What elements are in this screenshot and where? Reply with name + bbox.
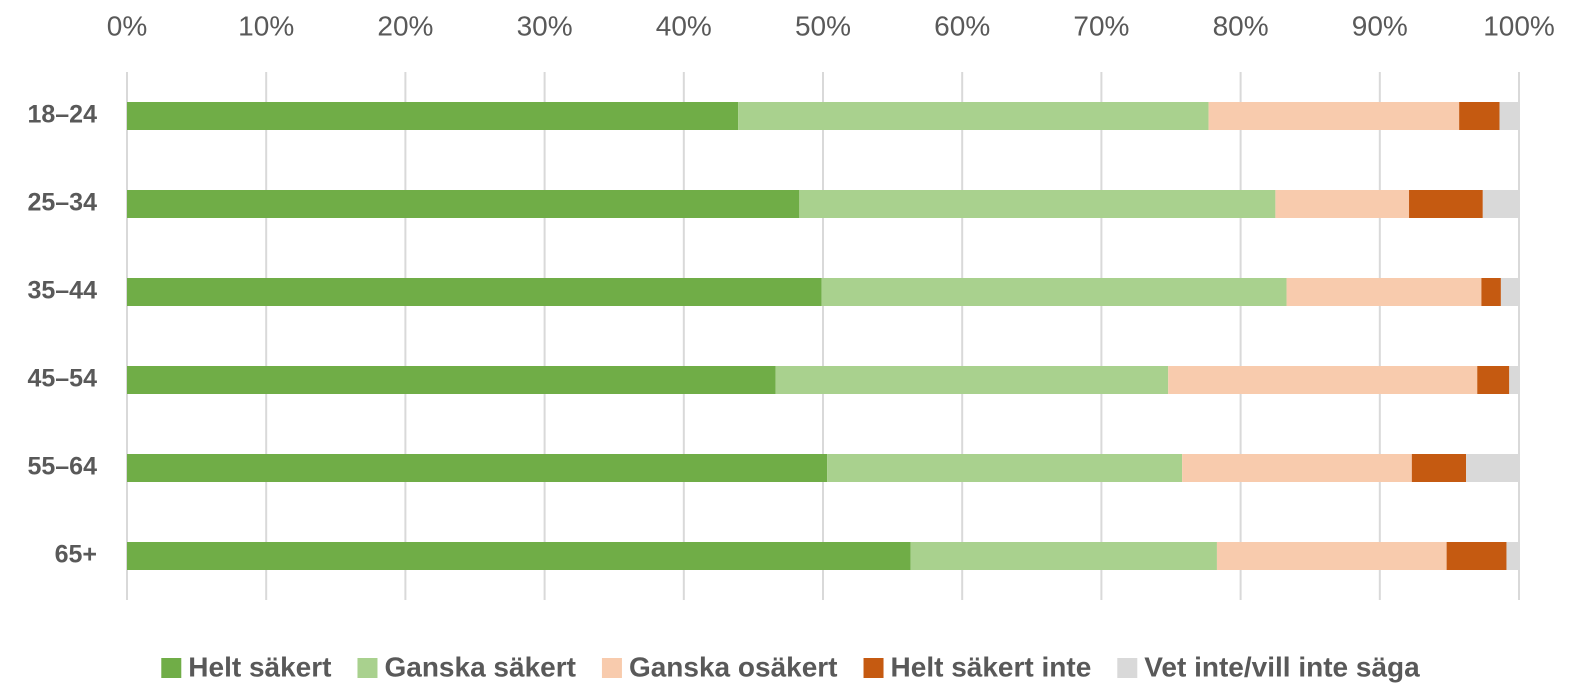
bar-segment [127, 278, 822, 306]
bar-segment [1499, 102, 1519, 130]
bar-segment [827, 454, 1183, 482]
x-tick-label: 90% [1352, 10, 1408, 41]
legend-label: Helt säkert inte [891, 651, 1092, 682]
bar-segment [1466, 454, 1519, 482]
bar-segment [1286, 278, 1482, 306]
legend-label: Helt säkert [188, 651, 331, 682]
x-tick-label: 20% [377, 10, 433, 41]
bar-segment [1477, 366, 1510, 394]
bar-segment [1446, 542, 1507, 570]
legend-label: Ganska säkert [384, 651, 575, 682]
legend-label: Ganska osäkert [629, 651, 838, 682]
y-tick-label: 45–54 [27, 365, 97, 393]
bar-segment [127, 454, 828, 482]
bar-segment [1481, 278, 1501, 306]
bar-segment [1275, 190, 1410, 218]
bar-segment [738, 102, 1209, 130]
legend-swatch [601, 658, 622, 678]
legend-label: Vet inte/vill inte säga [1144, 651, 1420, 682]
legend-swatch [1117, 658, 1138, 678]
bar-segment [1482, 190, 1519, 218]
bar-segment [1506, 542, 1519, 570]
bar-segment [1459, 102, 1500, 130]
bar-segment [775, 366, 1169, 394]
x-tick-label: 70% [1073, 10, 1129, 41]
x-tick-label: 30% [517, 10, 573, 41]
y-tick-label: 35–44 [27, 277, 97, 305]
bar-segment [821, 278, 1287, 306]
y-tick-label: 25–34 [27, 189, 97, 217]
bar-segment [127, 542, 911, 570]
bar-segment [1500, 278, 1519, 306]
bar-segment [127, 102, 739, 130]
legend-swatch [863, 658, 884, 678]
y-tick-label: 18–24 [27, 101, 97, 129]
x-tick-label: 60% [934, 10, 990, 41]
x-tick-label: 40% [656, 10, 712, 41]
bar-segment [1409, 190, 1483, 218]
bar-segment [799, 190, 1276, 218]
bar-segment [127, 366, 776, 394]
x-tick-label: 0% [107, 10, 147, 41]
bar-segment [1168, 366, 1478, 394]
bar-segment [910, 542, 1217, 570]
bar-segment [127, 190, 800, 218]
legend-swatch [357, 658, 378, 678]
legend-swatch [161, 658, 182, 678]
y-tick-label: 65+ [55, 541, 97, 569]
bar-segment [1208, 102, 1460, 130]
bar-segment [1509, 366, 1519, 394]
x-tick-label: 80% [1213, 10, 1269, 41]
bar-segment [1182, 454, 1412, 482]
y-tick-label: 55–64 [27, 453, 97, 481]
x-tick-label: 100% [1483, 10, 1555, 41]
bar-segment [1216, 542, 1447, 570]
legend: Helt säkert Ganska säkert Ganska osäkert He… [161, 651, 1420, 682]
x-tick-label: 50% [795, 10, 851, 41]
bar-segment [1411, 454, 1467, 482]
x-tick-label: 10% [238, 10, 294, 41]
